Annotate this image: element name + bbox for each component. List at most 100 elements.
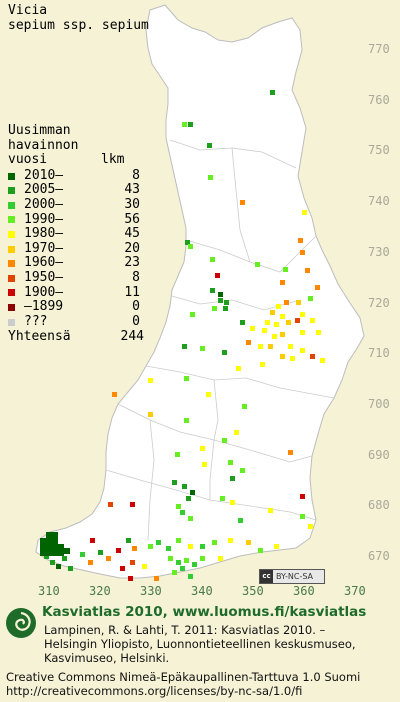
x-tick-label: 370 — [344, 584, 366, 598]
y-tick-label: 740 — [368, 194, 390, 209]
occurrence-square — [300, 330, 305, 335]
occurrence-square — [238, 518, 243, 523]
occurrence-square — [302, 210, 307, 215]
occurrence-square — [250, 326, 255, 331]
y-tick-label: 670 — [368, 549, 390, 563]
occurrence-square — [262, 328, 267, 333]
occurrence-square — [300, 348, 305, 353]
occurrence-square — [52, 538, 58, 544]
occurrence-square — [272, 334, 277, 339]
legend-item-label: 1970– — [24, 240, 64, 256]
y-tick-label: 710 — [368, 346, 390, 361]
occurrence-square — [255, 262, 260, 267]
occurrence-square — [300, 514, 305, 519]
occurrence-square — [188, 244, 193, 249]
legend-rows: 2010– 8 2005– 43 2000– 30 1990– 56 1980– 45 1970– 2… — [8, 168, 144, 330]
occurrence-square — [180, 510, 185, 515]
footer-title: Kasviatlas 2010, www.luomus.fi/kasviatla… — [42, 604, 367, 620]
occurrence-square — [296, 300, 301, 305]
legend-swatch — [8, 245, 15, 253]
occurrence-square — [190, 490, 195, 495]
legend-swatch — [8, 172, 15, 180]
occurrence-square — [90, 538, 95, 543]
occurrence-square — [106, 556, 111, 561]
occurrence-square — [148, 378, 153, 383]
occurrence-square — [288, 344, 293, 349]
occurrence-square — [280, 332, 285, 337]
occurrence-square — [246, 540, 251, 545]
legend-heading-line1: Uusimman — [8, 123, 71, 138]
occurrence-square — [98, 550, 103, 555]
legend-item: 2000– 30 — [8, 196, 144, 213]
legend-swatch — [8, 216, 15, 224]
occurrence-square — [223, 306, 228, 311]
legend-item-label: 2000– — [24, 196, 64, 212]
x-tick-label: 340 — [191, 584, 213, 598]
legend-total-count: 244 — [120, 329, 144, 345]
legend-item-label: 1950– — [24, 269, 64, 285]
occurrence-square — [202, 462, 207, 467]
legend-swatch — [8, 318, 15, 326]
occurrence-square — [222, 438, 227, 443]
occurrence-square — [50, 560, 55, 565]
legend-item: 1950– 8 — [8, 269, 144, 286]
occurrence-square — [188, 574, 193, 579]
y-tick-label: 690 — [368, 447, 390, 462]
occurrence-square — [126, 538, 131, 543]
occurrence-square — [218, 292, 223, 297]
x-tick-label: 310 — [38, 584, 60, 598]
license-url[interactable]: http://creativecommons.org/licenses/by-n… — [6, 684, 303, 698]
occurrence-square — [182, 122, 187, 127]
x-tick-label: 320 — [89, 584, 111, 598]
legend-item: ??? 0 — [8, 314, 144, 330]
legend-item: 1990– 56 — [8, 211, 144, 228]
occurrence-square — [230, 500, 235, 505]
kasviatlas-logo-icon — [6, 608, 36, 638]
occurrence-square — [186, 496, 191, 501]
y-tick-label: 730 — [368, 244, 390, 259]
legend-item: 2005– 43 — [8, 183, 144, 198]
legend-item-count: 30 — [124, 196, 140, 212]
occurrence-square — [62, 556, 67, 561]
occurrence-square — [270, 310, 275, 315]
occurrence-square — [268, 344, 273, 349]
legend-item-label: 1900– — [24, 284, 64, 300]
reference-line1: Lampinen, R. & Lahti, T. 2011: Kasviatla… — [44, 623, 326, 637]
y-tick-label: 720 — [368, 295, 390, 310]
occurrence-square — [284, 300, 289, 305]
occurrence-square — [215, 273, 220, 278]
cc-icon: cc — [260, 570, 273, 583]
occurrence-square — [68, 566, 73, 571]
occurrence-square — [208, 175, 213, 180]
occurrence-square — [40, 550, 46, 556]
occurrence-square — [212, 540, 217, 545]
occurrence-square — [274, 322, 279, 327]
occurrence-square — [200, 346, 205, 351]
map-title: Vicia sepium ssp. sepium — [8, 3, 149, 33]
x-tick-label: 330 — [140, 584, 162, 598]
occurrence-square — [246, 340, 251, 345]
y-tick-label: 750 — [368, 143, 390, 158]
occurrence-square — [228, 460, 233, 465]
occurrence-square — [265, 320, 270, 325]
license-badge[interactable]: cc BY-NC-SA — [259, 569, 325, 584]
occurrence-square — [185, 240, 190, 245]
occurrence-square — [276, 304, 281, 309]
occurrence-square — [112, 392, 117, 397]
occurrence-square — [46, 544, 52, 550]
occurrence-square — [240, 200, 245, 205]
occurrence-square — [52, 544, 58, 550]
occurrence-square — [258, 548, 263, 553]
legend-swatch — [8, 230, 15, 238]
legend-col-year: vuosi — [8, 152, 48, 168]
occurrence-square — [188, 544, 193, 549]
occurrence-square — [80, 552, 85, 557]
license-text: Creative Commons Nimeä-Epäkaupallinen-Ta… — [6, 670, 360, 698]
legend-total: Yhteensä 244 — [8, 330, 144, 345]
legend-item-count: 0 — [132, 299, 140, 315]
occurrence-square — [182, 344, 187, 349]
occurrence-square — [40, 538, 46, 544]
legend-item-label: –1899 — [24, 299, 64, 315]
occurrence-square — [300, 312, 305, 317]
legend-item-label: 1990– — [24, 211, 64, 227]
